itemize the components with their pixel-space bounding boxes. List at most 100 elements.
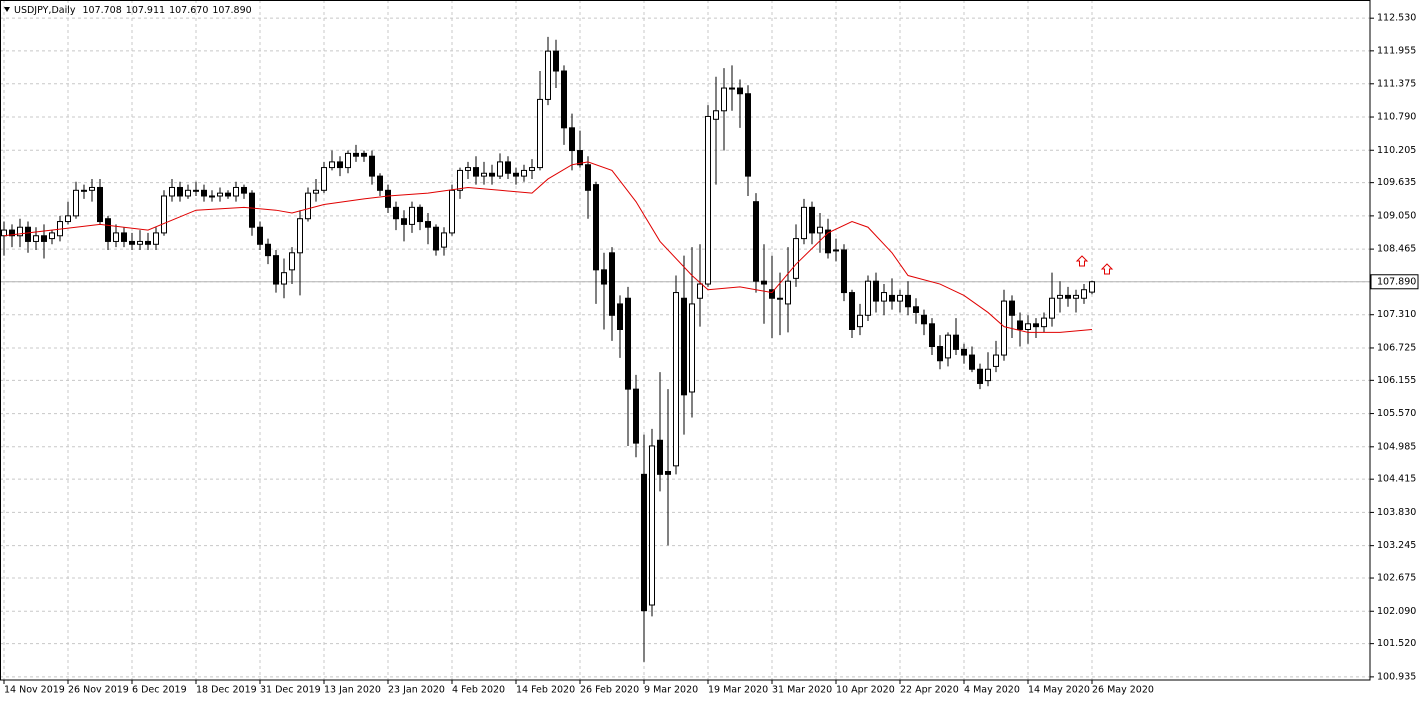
candle-body: [185, 189, 191, 197]
candle-body: [121, 232, 127, 242]
candle-body: [945, 334, 951, 359]
candle-body: [345, 152, 351, 169]
x-tick-label: 10 Apr 2020: [836, 685, 895, 696]
candle-body: [561, 70, 567, 129]
candle-body: [993, 354, 999, 367]
candle-body: [161, 195, 167, 234]
candle-body: [649, 445, 655, 606]
y-tick-label: 102.090: [1377, 606, 1416, 617]
candle-body: [97, 186, 103, 223]
y-tick-label: 106.725: [1377, 342, 1416, 353]
y-tick-label: 106.155: [1377, 375, 1416, 386]
candle-body: [681, 297, 687, 396]
candle-body: [281, 272, 287, 285]
candle-body: [729, 87, 735, 90]
candle-body: [849, 292, 855, 330]
candle-body: [201, 189, 207, 197]
candle-body: [305, 192, 311, 220]
candle-body: [401, 218, 407, 225]
candle-body: [385, 189, 391, 208]
candle-body: [137, 240, 143, 245]
candle-body: [881, 292, 887, 302]
candle-body: [897, 294, 903, 302]
candle-body: [337, 161, 343, 169]
moving-average: [3, 161, 1093, 333]
x-tick-label: 14 Nov 2019: [4, 685, 65, 696]
candle-body: [985, 368, 991, 382]
chart-header: USDJPY,Daily 107.708 107.911 107.670 107.890: [14, 5, 252, 16]
candle-body: [225, 192, 231, 197]
plot: [0, 0, 1370, 680]
candle-body: [953, 334, 959, 350]
close-text: 107.890: [212, 5, 251, 16]
candle-body: [841, 249, 847, 294]
x-tick-label: 31 Dec 2019: [260, 685, 321, 696]
y-tick-label: 112.530: [1377, 13, 1416, 24]
candle-body: [505, 161, 511, 174]
y-tick-label: 111.375: [1377, 78, 1416, 89]
y-tick-label: 101.520: [1377, 638, 1416, 649]
candle-body: [497, 161, 503, 177]
candle-body: [177, 186, 183, 197]
candle-body: [969, 354, 975, 370]
candle-body: [817, 226, 823, 234]
y-tick-label: 100.935: [1377, 671, 1416, 682]
candle-body: [457, 169, 463, 191]
candle-body: [193, 189, 199, 192]
y-tick-label: 109.050: [1377, 210, 1416, 221]
x-tick-label: 31 Mar 2020: [772, 685, 832, 696]
candle-body: [633, 388, 639, 444]
candle-body: [913, 306, 919, 313]
candle-body: [113, 232, 119, 242]
candle-body: [1001, 300, 1007, 356]
candle-body: [1033, 323, 1039, 328]
candle-body: [33, 235, 39, 242]
candle-body: [129, 240, 135, 245]
open-text: 107.708: [82, 5, 121, 16]
y-tick-label: 111.955: [1377, 45, 1416, 56]
current-price-box: [1370, 274, 1419, 290]
y-tick-label: 103.830: [1377, 507, 1416, 518]
candle-body: [905, 294, 911, 308]
y-tick-label: 103.245: [1377, 540, 1416, 551]
candle-body: [105, 218, 111, 242]
candle-body: [1025, 323, 1031, 330]
x-tick-label: 26 Feb 2020: [580, 685, 639, 696]
candle-body: [689, 303, 695, 393]
candle-body: [873, 280, 879, 302]
y-tick-label: 107.310: [1377, 309, 1416, 320]
candle-body: [425, 221, 431, 228]
x-tick-label: 14 May 2020: [1028, 685, 1090, 696]
candle-body: [545, 50, 551, 100]
candle-body: [977, 368, 983, 384]
x-tick-label: 13 Jan 2020: [324, 685, 381, 696]
candle-body: [289, 252, 295, 271]
candle-body: [761, 280, 767, 285]
candle-body: [553, 50, 559, 72]
candle-body: [889, 294, 895, 302]
candle-body: [1073, 294, 1079, 299]
y-tick-label: 102.675: [1377, 573, 1416, 584]
x-tick-label: 19 Mar 2020: [708, 685, 768, 696]
candle-body: [785, 280, 791, 305]
candle-body: [777, 297, 783, 300]
x-tick-label: 4 Feb 2020: [452, 685, 505, 696]
symbol: USDJPY,Daily: [14, 5, 76, 16]
symbol-menu-icon[interactable]: [4, 7, 10, 12]
x-tick-label: 23 Jan 2020: [388, 685, 445, 696]
plot-frame: [0, 0, 1371, 681]
candle-body: [833, 249, 839, 252]
candle-body: [481, 172, 487, 177]
candle-body: [809, 206, 815, 234]
y-tick-label: 104.985: [1377, 441, 1416, 452]
candle-body: [753, 201, 759, 282]
x-tick-label: 22 Apr 2020: [900, 685, 959, 696]
candle-body: [1, 229, 7, 237]
candle-body: [449, 189, 455, 234]
candle-body: [1041, 317, 1047, 328]
candle-body: [929, 323, 935, 348]
x-tick-label: 14 Feb 2020: [516, 685, 575, 696]
candle-body: [369, 155, 375, 177]
